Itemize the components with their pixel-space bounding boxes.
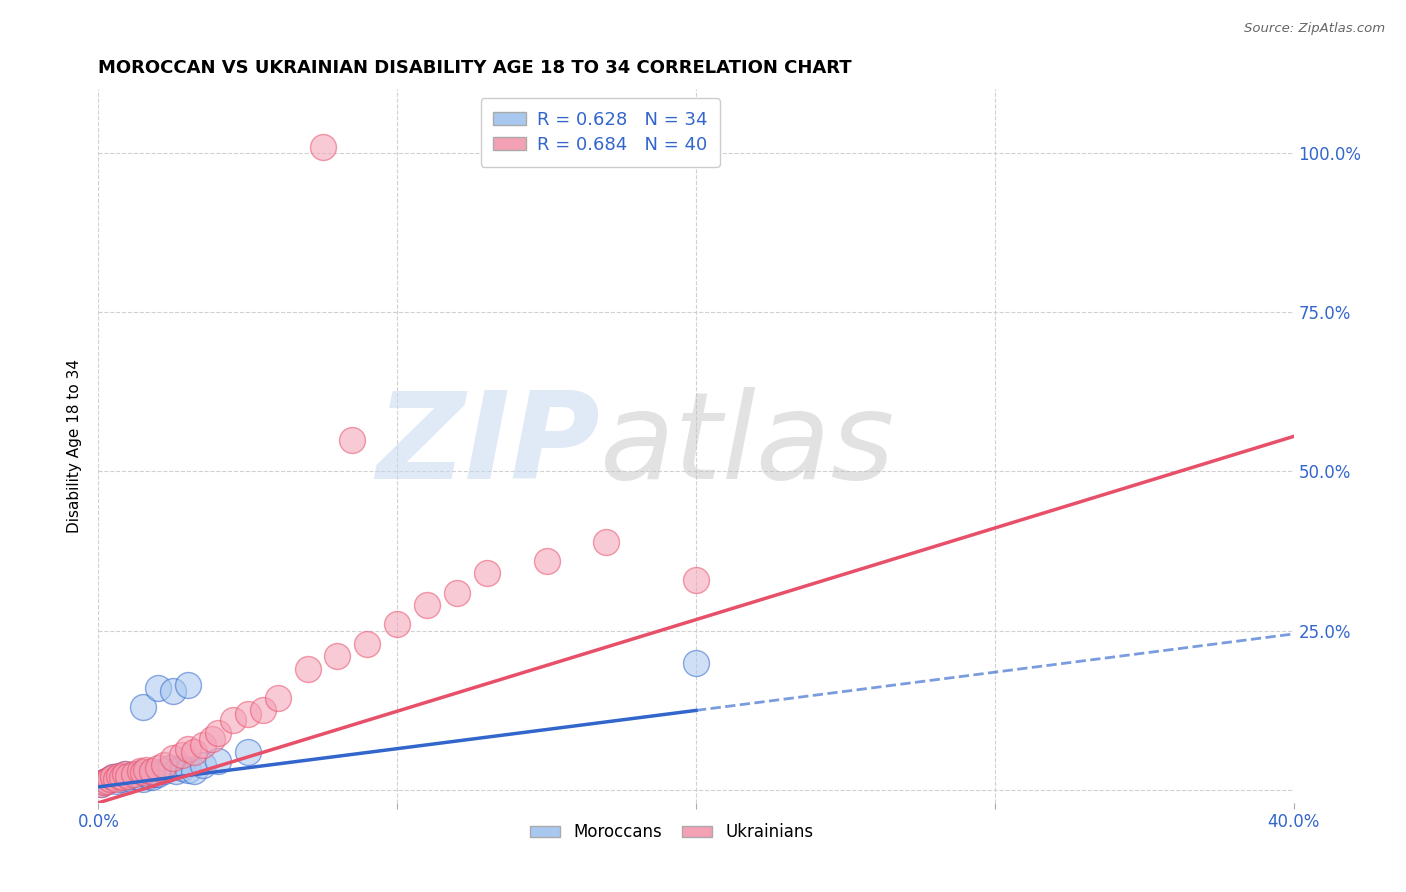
Text: Source: ZipAtlas.com: Source: ZipAtlas.com — [1244, 22, 1385, 36]
Point — [159, 761, 181, 775]
Point — [111, 772, 134, 786]
Point — [162, 684, 184, 698]
Point — [103, 770, 125, 784]
Point — [114, 767, 136, 781]
Point — [356, 636, 378, 650]
Point — [165, 764, 187, 778]
Point — [191, 757, 214, 772]
Point — [446, 585, 468, 599]
Point — [127, 767, 149, 781]
Point — [132, 765, 155, 780]
Point — [385, 617, 409, 632]
Point — [148, 767, 170, 781]
Point — [124, 767, 146, 781]
Point — [135, 767, 157, 781]
Point — [342, 433, 364, 447]
Point — [183, 764, 205, 778]
Point — [138, 769, 160, 783]
Point — [111, 770, 134, 784]
Point — [120, 772, 142, 786]
Text: atlas: atlas — [600, 387, 896, 505]
Point — [595, 534, 617, 549]
Point — [685, 656, 707, 670]
Point — [416, 599, 439, 613]
Point — [191, 739, 214, 753]
Point — [135, 763, 157, 777]
Point — [177, 678, 200, 692]
Point — [201, 732, 224, 747]
Point — [103, 770, 125, 784]
Point — [105, 772, 128, 786]
Point — [108, 769, 131, 783]
Point — [143, 767, 166, 781]
Point — [141, 770, 163, 784]
Point — [148, 761, 170, 775]
Point — [96, 773, 118, 788]
Point — [132, 700, 155, 714]
Y-axis label: Disability Age 18 to 34: Disability Age 18 to 34 — [67, 359, 83, 533]
Text: ZIP: ZIP — [377, 387, 600, 505]
Point — [172, 747, 194, 762]
Point — [153, 764, 176, 778]
Point — [117, 770, 139, 784]
Point — [207, 755, 229, 769]
Point — [124, 769, 146, 783]
Point — [105, 773, 128, 788]
Point — [222, 713, 245, 727]
Point — [267, 690, 290, 705]
Point — [93, 775, 115, 789]
Point — [108, 769, 131, 783]
Point — [98, 772, 122, 786]
Point — [536, 554, 558, 568]
Point — [177, 763, 200, 777]
Point — [311, 139, 333, 153]
Point — [685, 573, 707, 587]
Point — [475, 566, 498, 581]
Point — [129, 764, 152, 778]
Point — [90, 777, 112, 791]
Point — [236, 745, 259, 759]
Point — [98, 772, 122, 786]
Point — [177, 741, 200, 756]
Point — [90, 777, 112, 791]
Point — [162, 751, 184, 765]
Point — [129, 770, 152, 784]
Point — [96, 773, 118, 788]
Legend: Moroccans, Ukrainians: Moroccans, Ukrainians — [523, 817, 821, 848]
Point — [148, 681, 170, 695]
Point — [117, 769, 139, 783]
Point — [153, 757, 176, 772]
Point — [326, 649, 349, 664]
Point — [183, 745, 205, 759]
Point — [93, 775, 115, 789]
Point — [207, 725, 229, 739]
Point — [236, 706, 259, 721]
Point — [297, 662, 319, 676]
Point — [132, 772, 155, 786]
Point — [114, 767, 136, 781]
Point — [172, 761, 194, 775]
Point — [141, 764, 163, 778]
Text: MOROCCAN VS UKRAINIAN DISABILITY AGE 18 TO 34 CORRELATION CHART: MOROCCAN VS UKRAINIAN DISABILITY AGE 18 … — [98, 59, 852, 77]
Point — [252, 703, 274, 717]
